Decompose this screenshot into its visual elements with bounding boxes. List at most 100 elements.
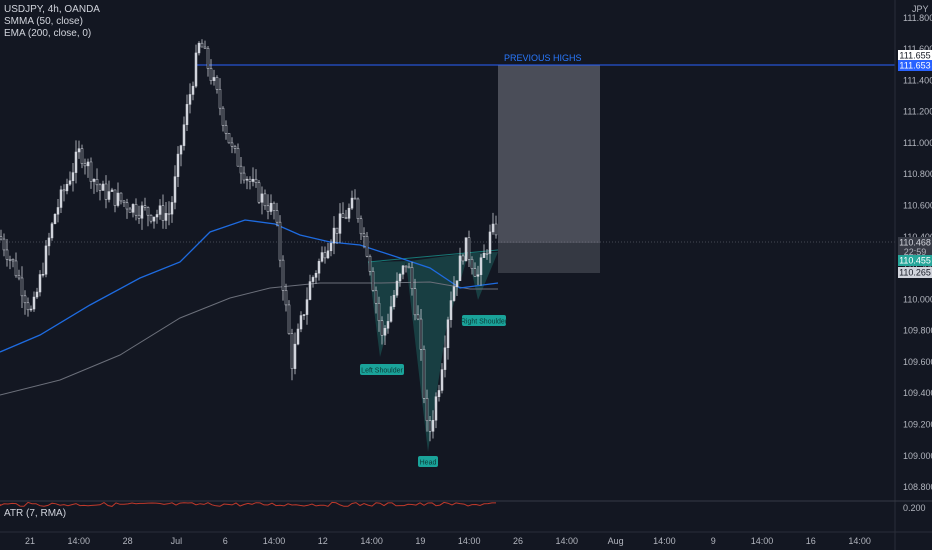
- candle-body: [23, 295, 27, 304]
- time-tick-label: 14:00: [68, 536, 91, 546]
- candle-body: [44, 245, 48, 275]
- candle-body: [434, 396, 438, 421]
- candle-body: [65, 183, 69, 192]
- candle-body: [428, 420, 432, 432]
- time-tick-label: 14:00: [653, 536, 676, 546]
- price-tick-label: 109.600: [903, 357, 932, 367]
- legend-ema[interactable]: EMA (200, close, 0): [4, 28, 92, 39]
- candle-body: [110, 189, 114, 192]
- candle-body: [185, 104, 189, 125]
- head-label: Head: [420, 460, 437, 467]
- candle-body: [158, 205, 162, 215]
- candle-body: [479, 257, 483, 275]
- candle-body: [53, 214, 57, 224]
- time-tick-label: 14:00: [848, 536, 871, 546]
- candle-body: [47, 237, 51, 247]
- candle-body: [125, 202, 129, 210]
- candle-body: [89, 161, 93, 182]
- candle-body: [485, 252, 489, 255]
- right-shoulder-label: Right Shoulder: [461, 319, 508, 326]
- ema-200-line: [0, 281, 498, 396]
- price-tick-label: 111.400: [903, 75, 932, 85]
- candle-body: [470, 259, 474, 269]
- candle-body: [308, 281, 312, 300]
- time-tick-label: 6: [223, 536, 228, 546]
- candle-body: [98, 184, 102, 191]
- candle-body: [227, 133, 231, 144]
- price-tick-label: 108.800: [903, 482, 932, 492]
- candle-body: [11, 259, 15, 262]
- candle-body: [140, 205, 144, 219]
- candle-body: [146, 207, 150, 216]
- candle-body: [20, 277, 24, 297]
- candle-body: [29, 308, 33, 311]
- candle-body: [272, 202, 276, 211]
- badge-110265-text: 110.265: [899, 268, 931, 278]
- candle-body: [482, 252, 486, 258]
- candle-body: [179, 145, 183, 155]
- candle-body: [443, 347, 447, 370]
- candle-body: [350, 197, 354, 209]
- time-tick-label: 14:00: [458, 536, 481, 546]
- currency-label: JPY: [912, 4, 929, 14]
- candle-body: [311, 277, 315, 282]
- candle-body: [221, 107, 225, 126]
- candle-body: [425, 398, 429, 422]
- time-axis[interactable]: 21 14:00 28 Jul 6 14:00 12 14:00 19 14:00 26 14:00 A…: [25, 536, 871, 546]
- candle-body: [281, 259, 285, 291]
- candle-body: [437, 390, 441, 397]
- badge-current: 110.468 22:59: [898, 237, 932, 258]
- candle-body: [374, 290, 378, 304]
- candle-body: [101, 183, 105, 191]
- candle-body: [26, 302, 30, 311]
- candle-body: [377, 302, 381, 322]
- candle-body: [182, 124, 186, 146]
- candle-body: [335, 227, 339, 234]
- candle-body: [332, 227, 336, 244]
- candle-body: [302, 314, 306, 316]
- candle-body: [92, 178, 96, 182]
- candle-body: [473, 268, 477, 277]
- candle-body: [41, 274, 45, 276]
- time-tick-label: 28: [123, 536, 133, 546]
- candle-body: [218, 89, 222, 109]
- candle-body: [77, 148, 81, 153]
- candle-body: [194, 52, 198, 87]
- left-shoulder-label: Left Shoulder: [361, 368, 403, 375]
- candle-body: [35, 291, 39, 298]
- candle-body: [329, 242, 333, 252]
- candle-body: [356, 198, 360, 219]
- candle-body: [455, 280, 459, 287]
- candle-body: [359, 218, 363, 235]
- candle-body: [284, 290, 288, 306]
- time-tick-label: 12: [318, 536, 328, 546]
- candle-body: [200, 42, 204, 48]
- candle-body: [467, 237, 471, 260]
- price-tick-label: 111.800: [903, 13, 932, 23]
- time-tick-label: 14:00: [360, 536, 383, 546]
- badge-111653: 111.653: [898, 60, 932, 71]
- candle-body: [239, 165, 243, 174]
- candle-body: [203, 46, 207, 49]
- time-tick-label: 16: [806, 536, 816, 546]
- candle-body: [137, 214, 141, 219]
- candle-body: [5, 249, 9, 260]
- candle-body: [278, 221, 282, 261]
- previous-highs-label: PREVIOUS HIGHS: [504, 53, 582, 63]
- legend-symbol[interactable]: USDJPY, 4h, OANDA: [4, 4, 100, 15]
- legend-smma[interactable]: SMMA (50, close): [4, 16, 83, 27]
- left-shoulder-tag: Left Shoulder: [360, 364, 404, 375]
- candle-body: [431, 420, 435, 432]
- candle-body: [305, 299, 309, 315]
- atr-legend[interactable]: ATR (7, RMA): [4, 508, 67, 519]
- price-tick-label: 111.200: [903, 107, 932, 117]
- candle-body: [383, 328, 387, 336]
- candle-body: [263, 193, 267, 207]
- candle-body: [326, 250, 330, 259]
- time-tick-label: 19: [415, 536, 425, 546]
- candle-body: [317, 261, 321, 274]
- candle-body: [215, 77, 219, 90]
- atr-line: [0, 501, 496, 507]
- candle-body: [128, 208, 132, 213]
